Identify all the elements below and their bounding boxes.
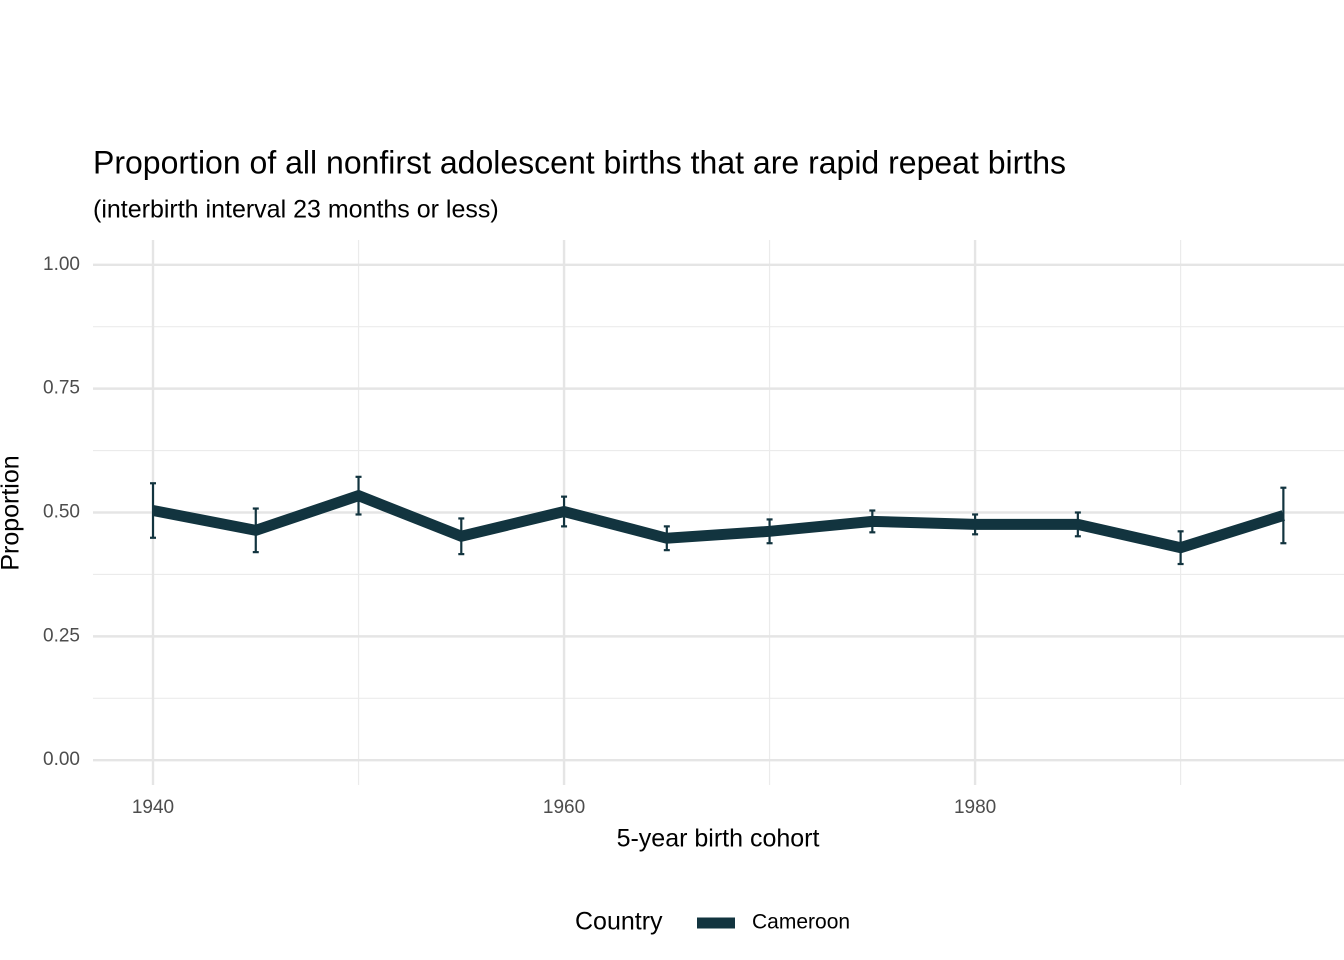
- y-tick-label: 0.25: [43, 625, 80, 646]
- y-tick-label: 0.50: [43, 502, 80, 523]
- error-bar: [150, 482, 157, 539]
- y-tick-label: 0.00: [43, 749, 80, 770]
- line: [151, 489, 1286, 554]
- legend-label: Cameroon: [752, 911, 850, 934]
- x-tick-label: 1980: [954, 797, 996, 818]
- chart-subtitle: (interbirth interval 23 months or less): [93, 196, 499, 224]
- x-tick-label: 1940: [132, 797, 174, 818]
- legend-title: Country: [575, 908, 663, 936]
- chart-title: Proportion of all nonfirst adolescent bi…: [93, 144, 1066, 180]
- y-tick-label: 0.75: [43, 378, 80, 399]
- y-tick-label: 1.00: [43, 254, 80, 275]
- y-axis-label: Proportion: [0, 455, 25, 570]
- x-axis-label: 5-year birth cohort: [617, 825, 820, 853]
- x-tick-label: 1960: [543, 797, 585, 818]
